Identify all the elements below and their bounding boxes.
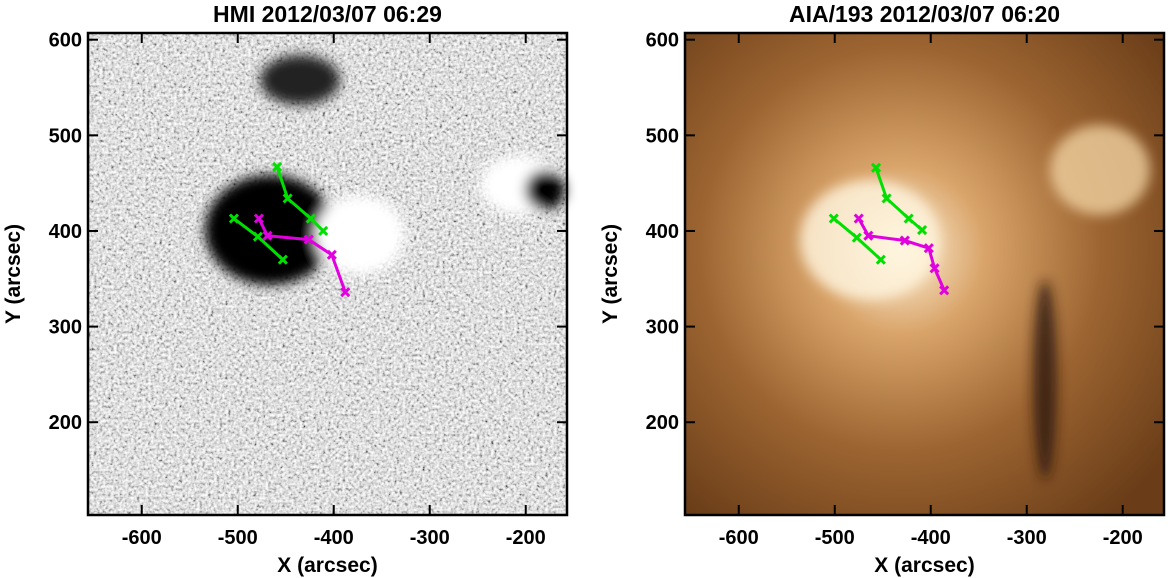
track-point — [875, 254, 886, 265]
track-point — [262, 230, 273, 241]
track-point — [228, 213, 239, 224]
y-tick-label: 600 — [49, 30, 82, 52]
track-point — [923, 243, 934, 254]
track-point — [870, 162, 882, 173]
y-tick-label: 500 — [646, 125, 679, 147]
chart-title: HMI 2012/03/07 06:29 — [213, 1, 442, 27]
y-tick-label: 300 — [49, 317, 82, 339]
track-point — [903, 213, 914, 224]
x-tick-label: -600 — [719, 527, 759, 549]
track-line — [874, 167, 924, 232]
y-axis-label: Y (arcsec) — [599, 224, 622, 324]
y-tick-label: 600 — [646, 30, 679, 52]
track-point — [303, 234, 314, 245]
track-point — [851, 232, 862, 243]
x-tick-label: -400 — [314, 527, 354, 549]
x-tick-label: -600 — [122, 527, 162, 549]
y-tick-label: 300 — [646, 317, 679, 339]
track-point — [853, 213, 864, 224]
track-point — [917, 224, 928, 236]
track-point — [881, 193, 892, 204]
track-point — [939, 285, 950, 296]
y-tick-label: 200 — [49, 412, 82, 434]
x-axis-label: X (arcsec) — [277, 554, 377, 577]
track-point — [863, 230, 874, 241]
track-point — [326, 249, 337, 260]
track-point — [340, 287, 351, 298]
y-tick-label: 400 — [49, 221, 82, 243]
x-tick-label: -200 — [506, 527, 546, 549]
plot-frame — [683, 31, 1166, 517]
track-point — [252, 231, 263, 242]
y-tick-label: 400 — [646, 221, 679, 243]
track-point — [282, 193, 293, 204]
x-tick-label: -500 — [815, 527, 855, 549]
chart-title: AIA/193 2012/03/07 06:20 — [789, 1, 1060, 27]
track-point — [828, 213, 839, 224]
aia-image — [685, 33, 1164, 515]
x-tick-label: -300 — [1007, 527, 1047, 549]
track-point — [253, 213, 264, 224]
y-axis-label: Y (arcsec) — [2, 224, 25, 324]
hmi-image — [88, 33, 567, 515]
track-point — [899, 235, 910, 246]
plot-frame — [86, 31, 569, 517]
track-point — [318, 225, 329, 237]
track-point — [277, 254, 288, 265]
track-point — [272, 161, 283, 172]
x-tick-label: -200 — [1103, 527, 1143, 549]
y-tick-label: 500 — [49, 125, 82, 147]
x-tick-label: -500 — [218, 527, 258, 549]
y-tick-label: 200 — [646, 412, 679, 434]
x-tick-label: -300 — [410, 527, 450, 549]
x-tick-label: -400 — [911, 527, 951, 549]
track-point — [929, 263, 940, 274]
track-point — [305, 213, 316, 224]
x-axis-label: X (arcsec) — [874, 554, 974, 577]
track-line — [275, 166, 325, 233]
